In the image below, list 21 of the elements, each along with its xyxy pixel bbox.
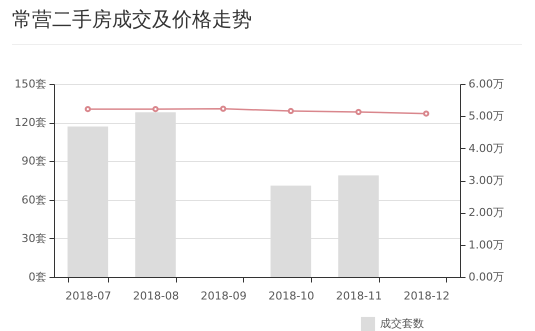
x-tick-label: 2018-11: [336, 290, 382, 302]
x-tick-label: 2018-08: [133, 290, 179, 302]
y-tick-label: 0套: [28, 270, 46, 284]
y-tick-label: 150套: [14, 78, 46, 90]
y-tick-label: 60套: [22, 193, 46, 206]
y2-tick-label: 6.00万: [468, 78, 504, 90]
x-tick-label: 2018-07: [65, 290, 112, 302]
y2-tick-label: 3.00万: [468, 174, 504, 187]
y2-tick-label: 4.00万: [468, 142, 504, 155]
legend-label: 成交套数: [380, 317, 424, 330]
x-tick-label: 2018-09: [200, 290, 247, 302]
y2-tick-label: 5.00万: [468, 110, 504, 123]
y2-tick-label: 2.00万: [468, 206, 504, 220]
y2-tick-label: 0.00万: [468, 270, 504, 284]
x-tick-label: 2018-10: [268, 290, 314, 302]
y-tick-label: 90套: [22, 154, 46, 168]
chart-title: 常营二手房成交及价格走势: [12, 6, 252, 33]
x-tick-label: 2018-12: [404, 290, 450, 302]
y-tick-label: 120套: [14, 116, 46, 130]
y2-tick-label: 1.00万: [468, 238, 504, 252]
y-tick-label: 30套: [22, 232, 46, 245]
